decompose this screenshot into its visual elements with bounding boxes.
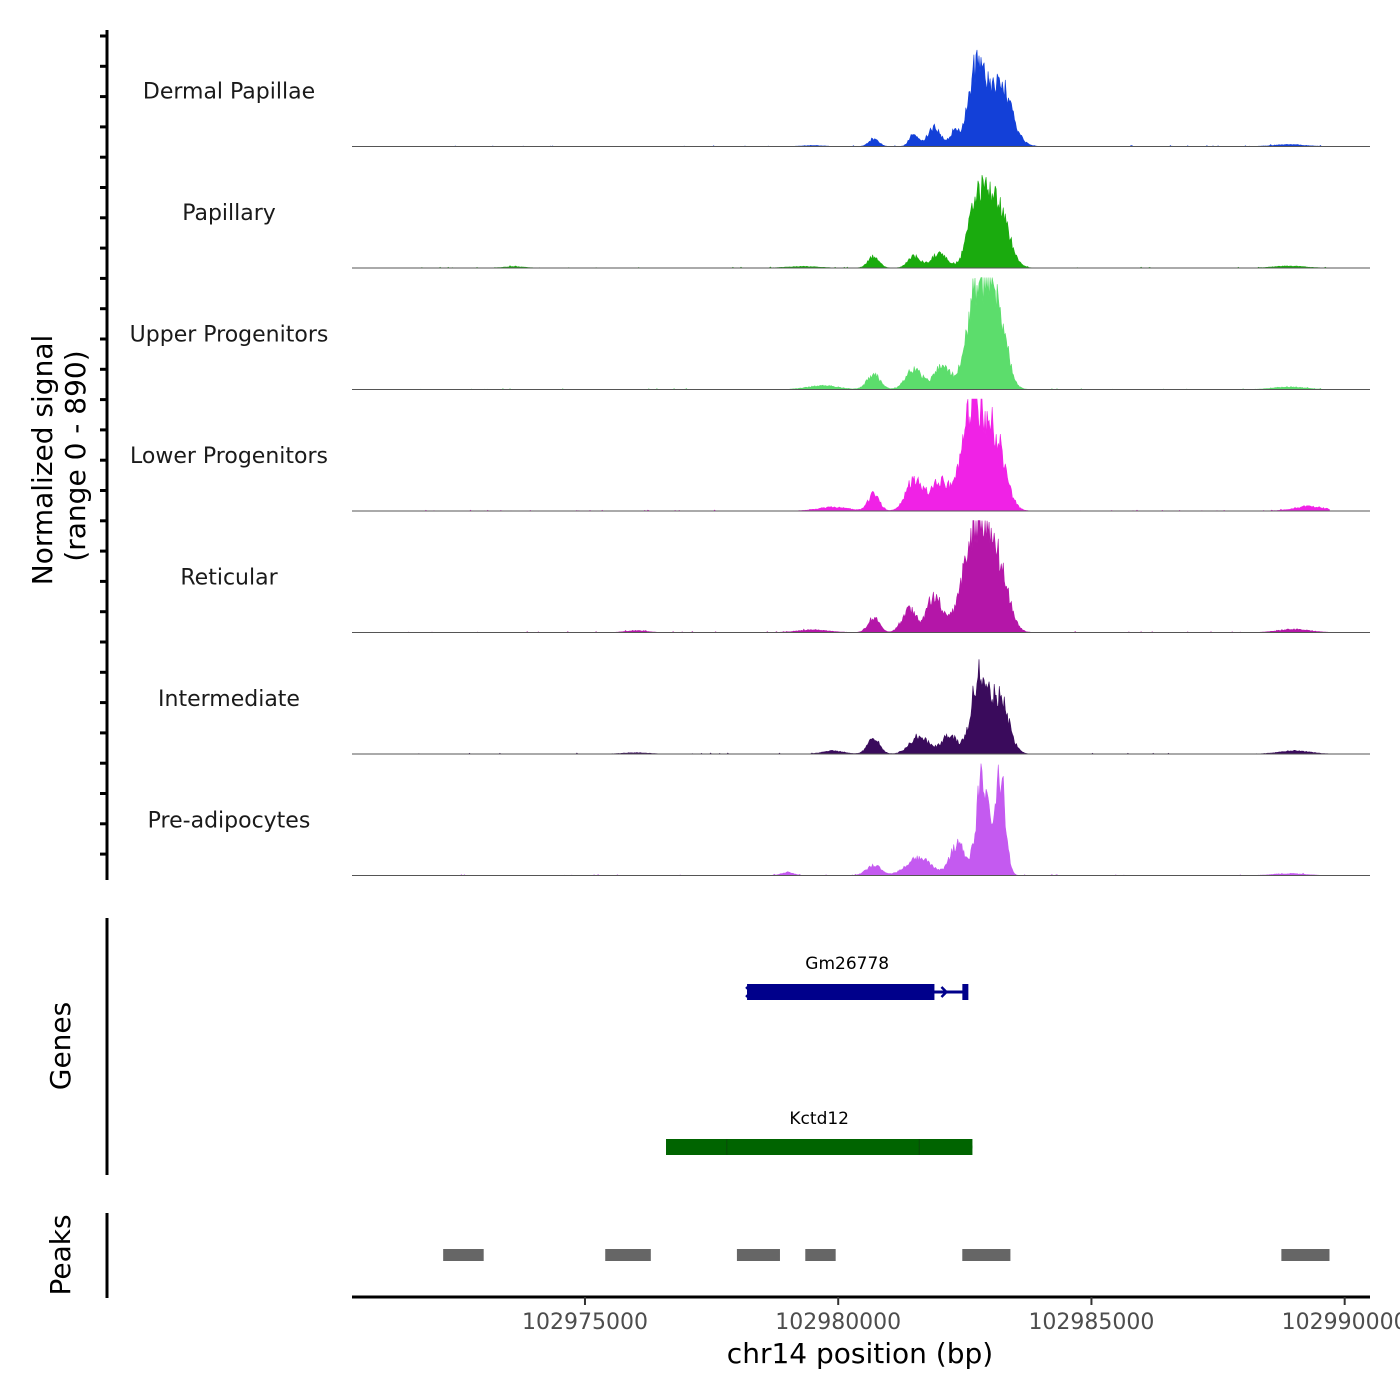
strand-arrow: [940, 986, 949, 998]
track-lower-progenitors: Lower Progenitors: [130, 398, 1370, 512]
coverage-tracks: Dermal Papillae Papillary Upper Progenitor…: [130, 49, 1370, 876]
coverage-area: [407, 175, 1330, 269]
peaks-panel-title: Peaks: [44, 1214, 77, 1295]
coverage-area: [407, 520, 1330, 633]
peak-region: [605, 1249, 651, 1261]
peak-region: [805, 1249, 836, 1261]
track-reticular: Reticular: [180, 520, 1370, 633]
gene-exon: [666, 1139, 973, 1155]
y-axis-title: Normalized signal: [26, 335, 59, 586]
x-axis-title: chr14 position (bp): [727, 1337, 993, 1370]
gene-label: Gm26778: [805, 954, 889, 974]
gene-annotations: Gm26778 Kctd12: [666, 954, 973, 1155]
track-dermal-papillae: Dermal Papillae: [143, 49, 1370, 147]
track-label: Dermal Papillae: [143, 80, 315, 105]
peak-region: [736, 1249, 780, 1261]
coverage-area: [407, 398, 1330, 512]
peak-region: [962, 1249, 1011, 1261]
coverage-area: [407, 659, 1330, 755]
gene-kctd12: Kctd12: [666, 1109, 973, 1155]
y-axis-range: (range 0 - 890): [59, 350, 92, 561]
track-label: Reticular: [180, 566, 278, 591]
track-label: Upper Progenitors: [130, 323, 329, 348]
x-axis-ticks: 102975000 102980000 102985000 102990000: [522, 1297, 1400, 1335]
track-papillary: Papillary: [182, 175, 1370, 269]
track-label: Pre-adipocytes: [148, 809, 311, 834]
coverage-area: [407, 277, 1330, 390]
coverage-area: [407, 49, 1330, 147]
track-label: Intermediate: [158, 687, 300, 712]
gene-label: Kctd12: [789, 1109, 849, 1129]
peak-regions: [443, 1249, 1330, 1261]
gene-gm26778: Gm26778: [745, 954, 969, 1000]
strand-arrow: [745, 986, 753, 998]
coverage-axis-ticks: [100, 34, 107, 856]
peak-region: [1281, 1249, 1330, 1261]
gene-exon: [747, 984, 935, 1000]
peak-region: [443, 1249, 484, 1261]
coverage-area: [407, 763, 1330, 876]
genes-panel-title: Genes: [44, 1002, 77, 1090]
track-upper-progenitors: Upper Progenitors: [130, 277, 1370, 390]
track-label: Lower Progenitors: [130, 444, 328, 469]
x-tick-label: 102975000: [522, 1310, 648, 1335]
gene-exon: [962, 984, 969, 1000]
track-pre-adipocytes: Pre-adipocytes: [148, 763, 1370, 876]
x-tick-label: 102985000: [1028, 1310, 1154, 1335]
track-intermediate: Intermediate: [158, 659, 1370, 755]
track-label: Papillary: [182, 201, 276, 226]
x-tick-label: 102980000: [775, 1310, 901, 1335]
x-tick-label: 102990000: [1282, 1310, 1400, 1335]
